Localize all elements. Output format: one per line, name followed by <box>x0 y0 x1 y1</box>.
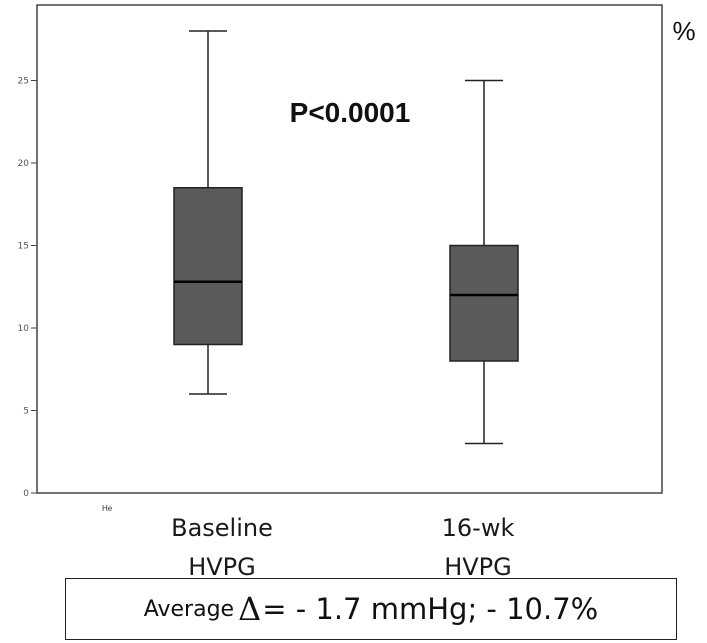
y-tick-label-0: 0 <box>23 489 29 499</box>
category-label-baseline-line1: Baseline <box>171 514 273 542</box>
category-label-16wk-line2: HVPG <box>444 553 512 581</box>
p-value-annotation: P<0.0001 <box>290 97 411 128</box>
box-iqr-1 <box>449 244 519 362</box>
summary-box: Average Δ = - 1.7 mmHg; - 10.7% <box>65 578 677 640</box>
y-tick-label-25: 25 <box>18 77 29 87</box>
box-series <box>173 30 519 445</box>
y-tick-label-10: 10 <box>18 324 30 334</box>
plot-frame <box>36 4 663 494</box>
category-label-16wk-line1: 16-wk <box>442 514 515 542</box>
y-tick-label-5: 5 <box>23 407 29 417</box>
summary-text: = - 1.7 mmHg; - 10.7% <box>262 592 599 626</box>
y-tick-label-15: 15 <box>18 242 29 252</box>
delta-symbol: Δ <box>238 590 262 628</box>
summary-prefix: Average <box>143 596 235 622</box>
y-axis: 0 5 10 15 20 25 <box>18 77 37 499</box>
corner-mark: He <box>102 504 113 513</box>
unit-percent-label: % <box>672 16 695 46</box>
category-label-baseline-line2: HVPG <box>188 553 256 581</box>
y-tick-label-20: 20 <box>18 159 30 169</box>
box-iqr-0 <box>173 187 243 346</box>
